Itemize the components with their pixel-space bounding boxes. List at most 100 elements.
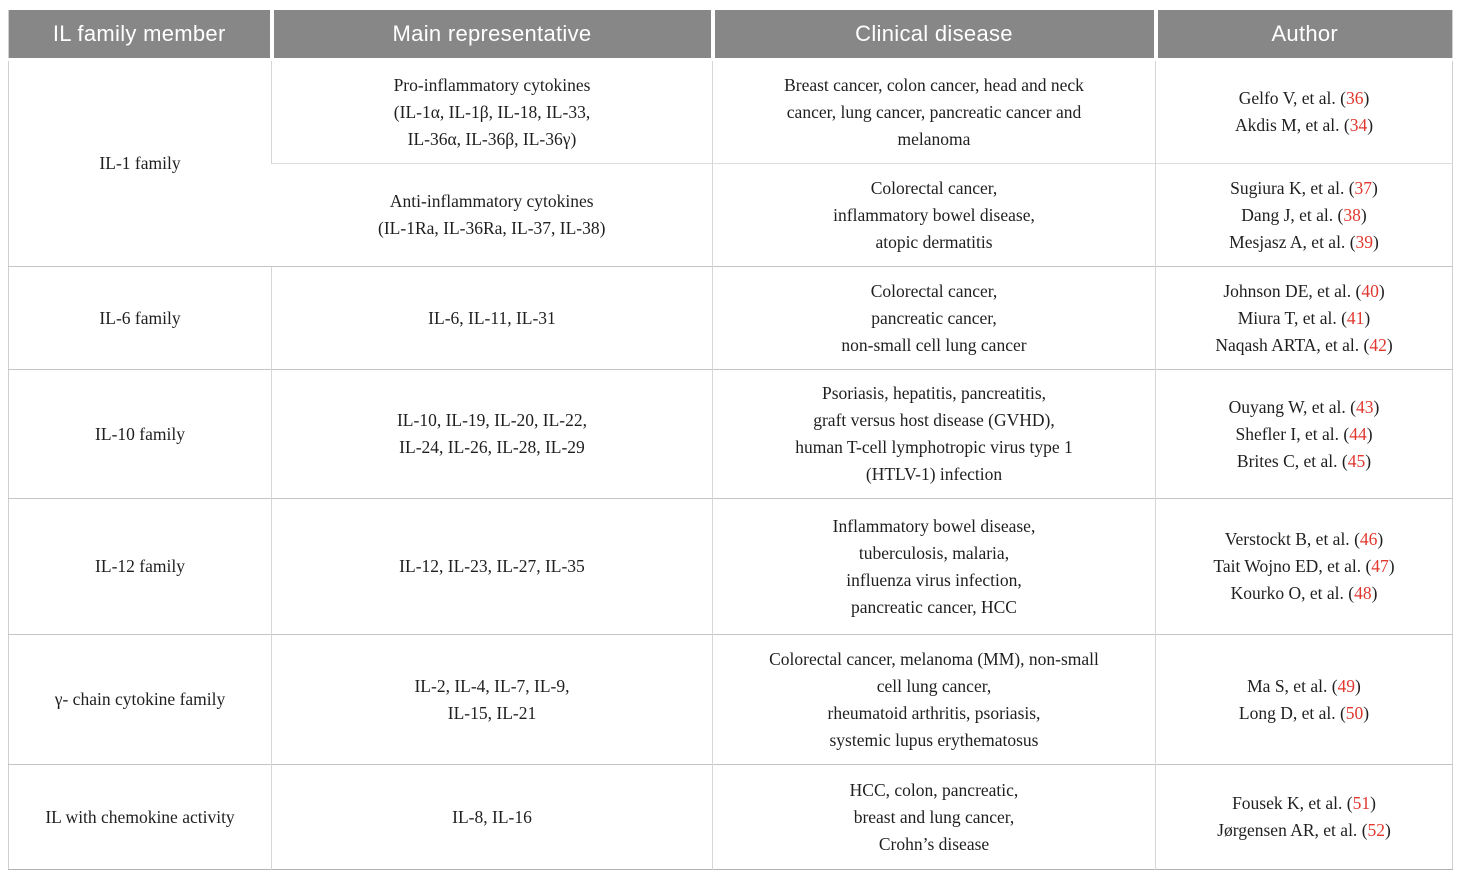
author-cell: Johnson DE, et al. (40) Miura T, et al. (…	[1155, 266, 1453, 370]
author-citation-line: Shefler I, et al. (44)	[1166, 421, 1442, 448]
citation-ref-link[interactable]: 50	[1345, 702, 1364, 723]
citation-ref-link[interactable]: 43	[1356, 396, 1374, 417]
author-name: Long D, et al.	[1238, 702, 1336, 723]
ref-open-paren: (	[1351, 280, 1362, 301]
citation-ref-link[interactable]: 45	[1347, 450, 1366, 471]
ref-close-paren: )	[1371, 583, 1378, 603]
ref-open-paren: (	[1337, 450, 1348, 471]
author-name: Sugiura K, et al.	[1230, 177, 1345, 198]
author-citation-line: Sugiura K, et al. (37)	[1166, 175, 1442, 202]
ref-open-paren: (	[1349, 529, 1360, 549]
author-citation-line: Ma S, et al. (49)	[1166, 673, 1442, 700]
citation-ref-link[interactable]: 38	[1343, 204, 1361, 225]
ref-open-paren: (	[1344, 177, 1355, 198]
author-name: Ouyang W, et al.	[1228, 396, 1346, 417]
ref-close-paren: )	[1373, 396, 1380, 417]
il-family-member-cell: IL-6 family	[8, 266, 272, 370]
ref-close-paren: )	[1367, 115, 1374, 135]
author-name: Kourko O, et al.	[1230, 583, 1344, 603]
author-citation-line: Long D, et al. (50)	[1166, 700, 1442, 727]
author-name: Akdis M, et al.	[1234, 115, 1340, 135]
author-citation-line: Kourko O, et al. (48)	[1166, 580, 1442, 607]
il-family-member-cell: IL-12 family	[8, 498, 272, 635]
author-citation-line: Brites C, et al. (45)	[1166, 448, 1442, 475]
main-representative-cell: IL-2, IL-4, IL-7, IL-9, IL-15, IL-21	[271, 634, 713, 765]
ref-open-paren: (	[1361, 556, 1372, 576]
citation-ref-link[interactable]: 51	[1352, 793, 1371, 813]
author-cell: Gelfo V, et al. (36) Akdis M, et al. (34)	[1155, 59, 1453, 164]
author-cell: Fousek K, et al. (51) Jørgensen AR, et al…	[1155, 764, 1453, 870]
author-citation-line: Verstockt B, et al. (46)	[1166, 526, 1442, 553]
ref-open-paren: (	[1335, 88, 1346, 108]
ref-open-paren: (	[1339, 115, 1350, 135]
clinical-disease-cell: Inflammatory bowel disease, tuberculosis…	[712, 498, 1156, 635]
ref-close-paren: )	[1355, 675, 1361, 696]
ref-close-paren: )	[1364, 307, 1371, 328]
citation-ref-link[interactable]: 41	[1346, 307, 1365, 328]
column-header-il-family-member: IL family member	[8, 10, 272, 61]
column-header-clinical-disease: Clinical disease	[710, 10, 1156, 61]
il-family-member-cell: IL-10 family	[8, 369, 272, 499]
author-name: Verstockt B, et al.	[1224, 529, 1350, 549]
table-row: Anti-inflammatory cytokines (IL-1Ra, IL-…	[9, 163, 1453, 267]
il-family-member-cell: IL-1 family	[99, 153, 181, 173]
il-family-member-cell: γ- chain cytokine family	[8, 634, 272, 765]
clinical-disease-cell: Colorectal cancer, inflammatory bowel di…	[712, 163, 1156, 267]
ref-close-paren: )	[1377, 529, 1384, 549]
citation-ref-link[interactable]: 37	[1354, 177, 1373, 198]
citation-ref-link[interactable]: 48	[1354, 583, 1372, 603]
ref-close-paren: )	[1373, 231, 1379, 252]
author-name: Brites C, et al.	[1236, 450, 1338, 471]
author-citation-line: Akdis M, et al. (34)	[1166, 112, 1442, 139]
column-header-main-representative: Main representative	[269, 10, 713, 61]
table-row: IL with chemokine activity IL-8, IL-16 HCC…	[8, 764, 1453, 870]
ref-close-paren: )	[1360, 204, 1367, 225]
author-name: Shefler I, et al.	[1235, 423, 1339, 444]
ref-close-paren: )	[1385, 820, 1391, 840]
citation-ref-link[interactable]: 34	[1349, 115, 1368, 135]
author-name: Miura T, et al.	[1237, 307, 1337, 328]
citation-ref-link[interactable]: 46	[1359, 529, 1378, 549]
main-representative-cell: Pro-inflammatory cytokines (IL-1α, IL-1β…	[271, 59, 713, 164]
citation-ref-link[interactable]: 44	[1349, 423, 1367, 444]
ref-open-paren: (	[1345, 396, 1356, 417]
author-cell: Sugiura K, et al. (37) Dang J, et al. (38…	[1155, 163, 1453, 267]
table-row: IL-1 family Pro-inflammatory cytokines (I…	[9, 59, 1453, 173]
header-row: IL family member Main representative Clini…	[8, 10, 1453, 61]
citation-ref-link[interactable]: 36	[1345, 88, 1364, 108]
ref-close-paren: )	[1388, 556, 1395, 576]
citation-ref-link[interactable]: 39	[1355, 231, 1374, 252]
author-citation-line: Gelfo V, et al. (36)	[1166, 85, 1442, 112]
author-name: Ma S, et al.	[1247, 675, 1328, 696]
ref-close-paren: )	[1365, 450, 1372, 471]
author-name: Mesjasz A, et al.	[1229, 231, 1346, 252]
citation-ref-link[interactable]: 52	[1367, 820, 1386, 840]
author-citation-line: Tait Wojno ED, et al. (47)	[1166, 553, 1442, 580]
table-row: IL-10 family IL-10, IL-19, IL-20, IL-22, …	[8, 369, 1453, 499]
ref-close-paren: )	[1372, 177, 1378, 198]
author-name: Dang J, et al.	[1241, 204, 1334, 225]
citation-ref-link[interactable]: 40	[1361, 280, 1379, 301]
citation-ref-link[interactable]: 47	[1371, 556, 1389, 576]
author-name: Tait Wojno ED, et al.	[1213, 556, 1362, 576]
il-family-table: IL family member Main representative Clini…	[8, 10, 1453, 870]
main-representative-cell: IL-8, IL-16	[271, 764, 713, 870]
citation-ref-link[interactable]: 42	[1369, 334, 1387, 355]
author-name: Johnson DE, et al.	[1223, 280, 1352, 301]
author-citation-line: Miura T, et al. (41)	[1166, 305, 1442, 332]
author-name: Gelfo V, et al.	[1238, 88, 1336, 108]
ref-open-paren: (	[1357, 820, 1368, 840]
citation-ref-link[interactable]: 49	[1337, 675, 1356, 696]
ref-close-paren: )	[1363, 702, 1370, 723]
ref-close-paren: )	[1386, 334, 1393, 355]
ref-open-paren: (	[1345, 231, 1356, 252]
clinical-disease-cell: HCC, colon, pancreatic, breast and lung …	[712, 764, 1156, 870]
author-name: Fousek K, et al.	[1232, 793, 1343, 813]
author-citation-line: Jørgensen AR, et al. (52)	[1166, 817, 1442, 844]
main-representative-cell: IL-12, IL-23, IL-27, IL-35	[271, 498, 713, 635]
author-citation-line: Dang J, et al. (38)	[1166, 202, 1442, 229]
table-row: IL-12 family IL-12, IL-23, IL-27, IL-35 In…	[8, 498, 1453, 635]
author-citation-line: Johnson DE, et al. (40)	[1166, 278, 1442, 305]
clinical-disease-cell: Psoriasis, hepatitis, pancreatitis, graf…	[712, 369, 1156, 499]
